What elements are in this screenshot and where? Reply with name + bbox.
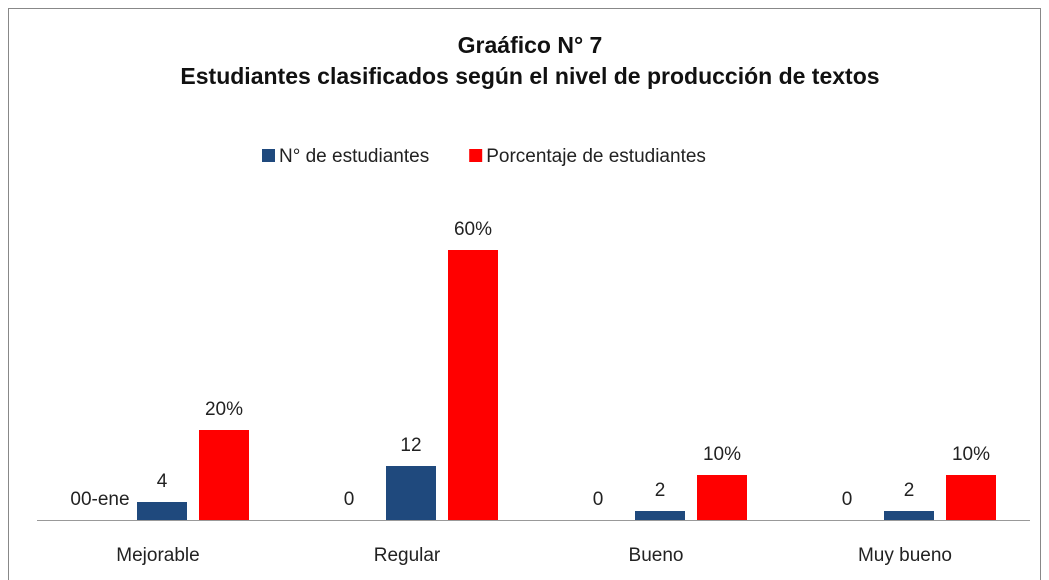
chart-title: Graáfico N° 7 <box>458 32 603 58</box>
data-label: 00-ene <box>70 489 129 510</box>
bar <box>946 475 996 520</box>
bar <box>386 466 436 520</box>
data-label: 0 <box>344 489 355 510</box>
legend-label: N° de estudiantes <box>279 146 429 167</box>
x-tick-label: Mejorable <box>116 545 199 566</box>
x-tick-label: Muy bueno <box>858 545 952 566</box>
data-label: 10% <box>952 444 990 465</box>
data-label: 2 <box>904 480 915 501</box>
bar <box>884 511 934 520</box>
bar <box>199 430 249 520</box>
data-label: 2 <box>655 480 666 501</box>
chart-frame <box>8 8 1041 580</box>
legend-swatch <box>469 149 483 162</box>
legend-swatch <box>262 149 275 162</box>
data-label: 10% <box>703 444 741 465</box>
data-label: 4 <box>157 471 168 492</box>
x-tick-label: Bueno <box>629 545 684 566</box>
data-label: 0 <box>593 489 604 510</box>
data-label: 0 <box>842 489 853 510</box>
bar <box>635 511 685 520</box>
chart-subtitle: Estudiantes clasificados según el nivel … <box>180 63 879 89</box>
x-tick-label: Regular <box>374 545 441 566</box>
bar <box>448 250 498 520</box>
data-label: 12 <box>400 435 421 456</box>
data-label: 20% <box>205 399 243 420</box>
bar <box>137 502 187 520</box>
legend-label: Porcentaje de estudiantes <box>486 146 706 167</box>
data-label: 60% <box>454 219 492 240</box>
bar <box>697 475 747 520</box>
